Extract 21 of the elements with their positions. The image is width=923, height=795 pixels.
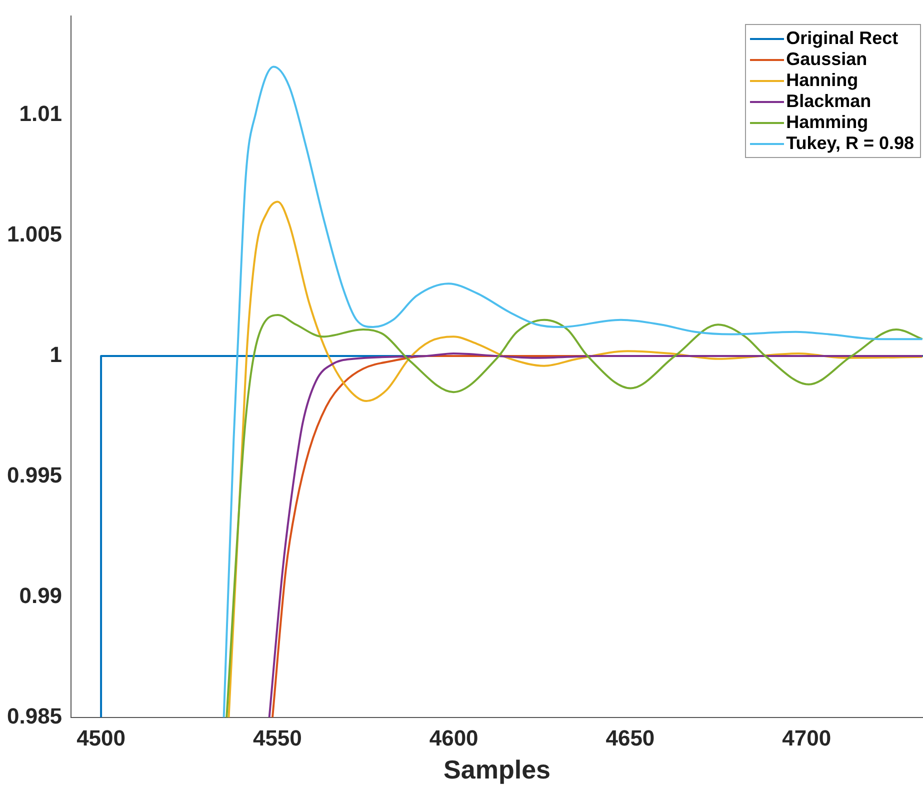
x-tick-label: 4600 [429, 726, 478, 751]
x-tick-label: 4650 [606, 726, 655, 751]
x-tick-label: 4500 [76, 726, 126, 751]
legend-label: Tukey, R = 0.98 [786, 133, 914, 154]
line-series [222, 66, 923, 718]
y-tick-label: 1 [50, 342, 62, 368]
legend-label: Hamming [786, 112, 868, 134]
x-axis-title: Samples [444, 754, 551, 785]
y-tick-label: 0.995 [6, 462, 62, 488]
y-tick-label: 0.99 [19, 582, 62, 608]
y-tick-label: 0.985 [6, 703, 62, 728]
x-tick-label: 4550 [252, 726, 302, 751]
legend-label: Blackman [786, 91, 872, 112]
y-tick-label: 1.01 [19, 101, 62, 126]
legend-label: Hanning [786, 70, 858, 92]
line-series [226, 314, 923, 718]
line-series [228, 200, 923, 718]
x-tick-label: 4700 [782, 726, 832, 751]
y-tick-label: 1.005 [6, 222, 62, 247]
legend-label: Gaussian [786, 49, 868, 70]
legend-label: Original Rect [786, 28, 898, 50]
